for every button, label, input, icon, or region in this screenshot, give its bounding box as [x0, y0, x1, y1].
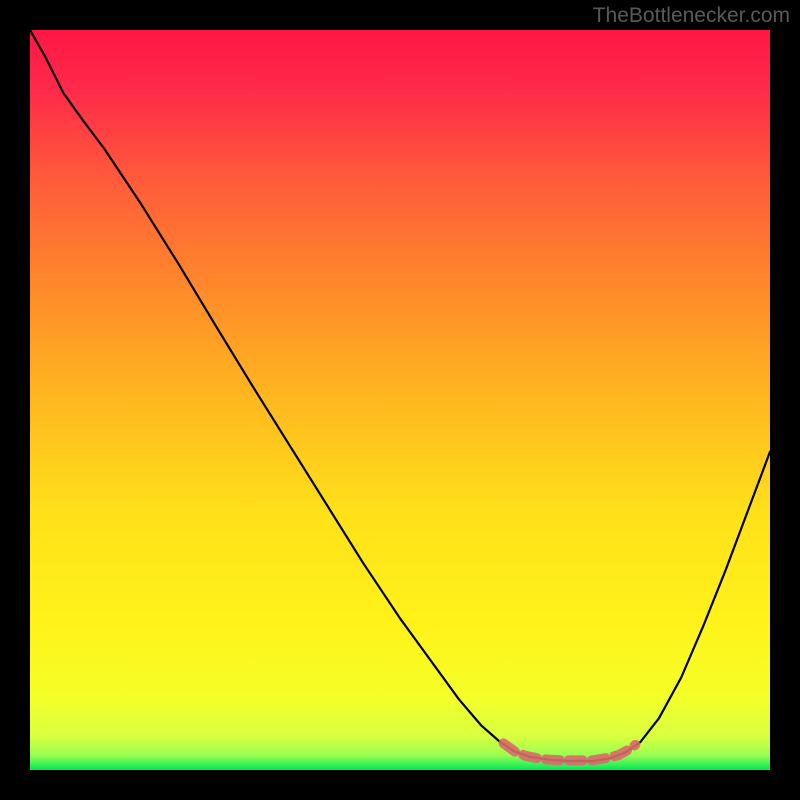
watermark-text: TheBottlenecker.com	[593, 4, 790, 28]
bottleneck-chart	[30, 30, 770, 770]
gradient-background	[30, 30, 770, 770]
chart-svg	[30, 30, 770, 770]
